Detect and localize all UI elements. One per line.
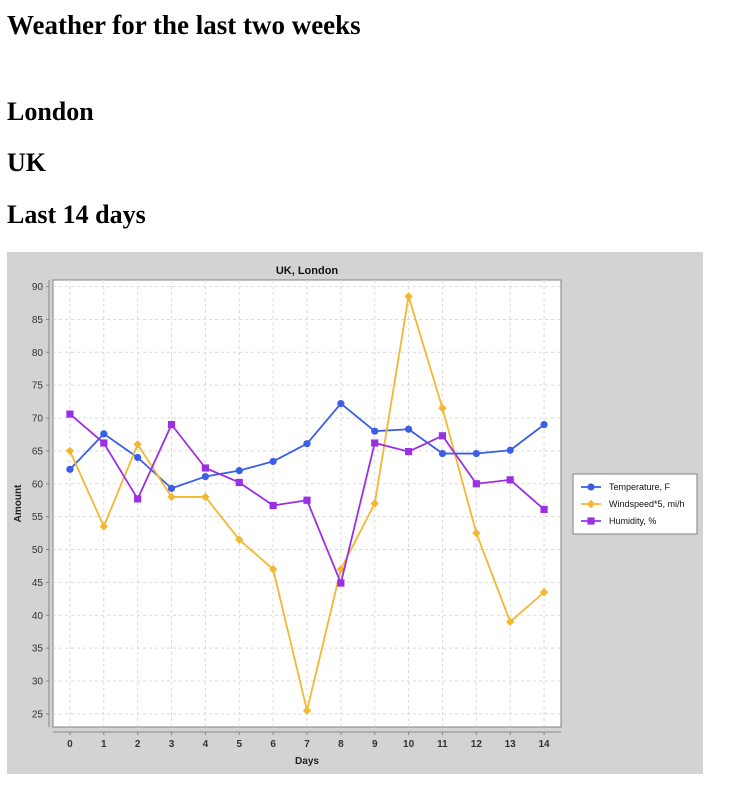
humidity-point	[506, 476, 514, 484]
y-tick-label: 45	[32, 578, 44, 589]
temperature-point	[540, 421, 548, 429]
legend-label: Temperature, F	[609, 482, 671, 492]
city-heading: London	[7, 97, 94, 126]
temperature-point	[100, 430, 108, 438]
x-tick-label: 1	[101, 739, 107, 750]
x-tick-label: 13	[505, 739, 517, 750]
y-tick-label: 80	[32, 348, 44, 359]
y-tick-label: 60	[32, 479, 44, 490]
temperature-point	[337, 399, 345, 408]
humidity-point	[371, 439, 379, 447]
x-tick-label: 10	[403, 739, 415, 750]
temperature-point	[472, 449, 480, 458]
x-tick-label: 2	[135, 739, 141, 750]
humidity-point	[540, 505, 548, 514]
x-tick-label: 4	[203, 739, 209, 750]
y-tick-label: 70	[32, 414, 44, 425]
windspeed-point	[235, 535, 244, 544]
windspeed-point	[133, 440, 142, 449]
humidity-point	[269, 501, 277, 510]
page-title: Weather for the last two weeks	[7, 10, 361, 40]
windspeed-point	[370, 499, 379, 508]
chart-title: UK, London	[276, 265, 339, 277]
x-tick-label: 7	[304, 739, 310, 750]
legend-windspeed-marker	[586, 499, 596, 509]
x-tick-label: 12	[471, 739, 483, 750]
temperature-point	[167, 484, 176, 492]
temperature-point	[506, 446, 514, 454]
temperature-point	[371, 427, 379, 435]
humidity-point	[201, 464, 209, 472]
x-tick-label: 8	[338, 739, 344, 750]
legend-label: Humidity, %	[609, 516, 656, 526]
humidity-point	[405, 447, 413, 456]
temperature-point	[303, 440, 311, 448]
x-tick-label: 5	[236, 739, 242, 750]
temperature-point	[438, 449, 447, 458]
y-tick-label: 35	[32, 644, 44, 655]
windspeed-point	[201, 492, 210, 502]
chart-panel: 25 30 35 40 45 50 55 60 65 70 75 80 85 90 0 1 2 3 4 5 6 7 8 9 10…	[7, 252, 703, 774]
windspeed-point	[167, 492, 176, 502]
y-tick-label: 55	[32, 512, 44, 523]
x-tick-label: 3	[169, 739, 175, 750]
temperature-point	[66, 465, 74, 473]
legend-temperature-marker	[587, 483, 595, 491]
y-tick-label: 40	[32, 611, 44, 622]
temperature-point	[134, 453, 142, 462]
y-axis-title: Amount	[13, 484, 24, 522]
x-tick-label: 6	[270, 739, 276, 750]
y-tick-label: 25	[32, 709, 44, 720]
y-tick-label: 65	[32, 446, 44, 457]
y-tick-label: 85	[32, 315, 44, 326]
humidity-point	[235, 478, 243, 487]
range-heading: Last 14 days	[7, 200, 146, 229]
x-tick-label: 14	[539, 739, 551, 750]
windspeed-point	[438, 403, 447, 413]
y-tick-label: 90	[32, 282, 44, 293]
x-tick-label: 0	[67, 739, 73, 750]
humidity-point	[66, 410, 74, 418]
humidity-point	[337, 579, 345, 587]
humidity-point	[167, 421, 176, 429]
humidity-point	[134, 495, 142, 503]
humidity-point	[303, 496, 311, 504]
y-tick-label: 75	[32, 381, 44, 392]
humidity-point	[438, 432, 447, 440]
legend-humidity-marker	[587, 517, 595, 525]
x-tick-label: 11	[437, 739, 448, 750]
windspeed-point	[404, 292, 413, 301]
y-tick-label: 30	[32, 676, 44, 687]
country-heading: UK	[7, 148, 46, 177]
legend-label: Windspeed*5, mi/h	[609, 499, 685, 509]
temperature-point	[405, 425, 413, 433]
humidity-point	[100, 439, 108, 447]
y-tick-label: 50	[32, 545, 44, 556]
windspeed-point	[65, 446, 75, 456]
temperature-point	[235, 467, 243, 475]
x-tick-label: 9	[372, 739, 378, 750]
windspeed-point	[302, 706, 312, 715]
temperature-point	[269, 457, 277, 466]
temperature-point	[201, 472, 209, 481]
humidity-point	[472, 480, 480, 488]
x-axis-title: Days	[295, 756, 319, 767]
